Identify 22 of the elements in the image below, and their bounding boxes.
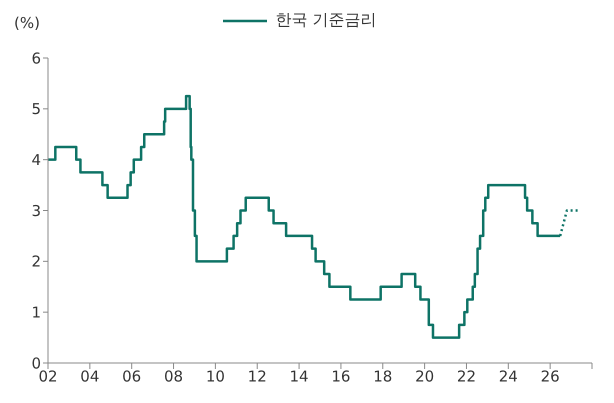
x-tick-label: 16 (331, 368, 350, 386)
y-tick-label: 1 (31, 303, 41, 322)
x-tick-label: 26 (540, 368, 560, 386)
x-tick-label: 04 (80, 368, 100, 386)
x-tick-label: 20 (415, 368, 434, 386)
legend-label: 한국 기준금리 (275, 10, 377, 31)
x-tick-label: 14 (290, 368, 309, 386)
x-tick-label: 08 (164, 368, 184, 386)
x-tick-label: 22 (456, 368, 476, 386)
y-tick-label: 6 (31, 49, 41, 68)
y-tick-label: 4 (31, 150, 41, 169)
x-tick-label: 06 (122, 368, 142, 386)
y-tick-label: 3 (31, 202, 41, 220)
x-tick-label: 02 (38, 368, 58, 386)
y-tick-label: 2 (31, 252, 41, 271)
x-tick-label: 18 (373, 368, 392, 386)
x-tick-label: 24 (498, 368, 518, 386)
y-axis-title: (%) (14, 14, 40, 32)
x-tick-label: 12 (248, 368, 267, 386)
y-tick-label: 5 (31, 100, 41, 118)
y-tick-label: 0 (31, 354, 41, 372)
x-tick-label: 10 (206, 368, 225, 386)
